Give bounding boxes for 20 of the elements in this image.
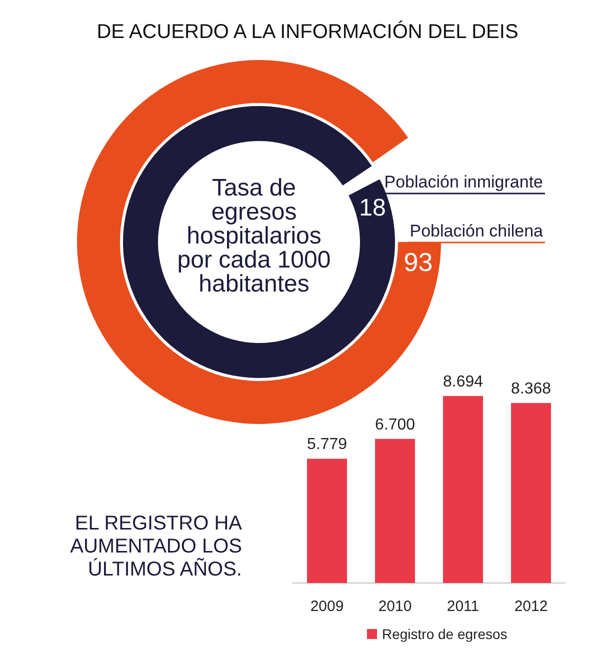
x-tick-label: 2012	[514, 598, 548, 615]
data-label: 93	[404, 247, 433, 278]
text: DE ACUERDO A LA INFORMACIÓN DEL DEIS	[96, 20, 518, 43]
data-label: 8.368	[510, 380, 552, 398]
category-label: Población chilena	[410, 222, 544, 240]
bar	[511, 403, 551, 583]
data-label: 8.694	[442, 374, 484, 390]
x-tick-label: 2009	[310, 598, 344, 615]
legend-label: Registro de egresos	[382, 626, 508, 642]
data-label: 5.779	[306, 436, 348, 454]
text: Tasa de egresos hospitalarios por cada 1000 habitantes	[177, 174, 331, 298]
x-tick-label: 2011	[446, 598, 480, 615]
bar	[375, 438, 415, 583]
data-label: 6.700	[374, 416, 416, 434]
text: EL REGISTRO HA AUMENTADO LOS ÚLTIMOS AÑOS.	[70, 512, 243, 580]
bar	[307, 458, 347, 583]
x-tick-label: 2010	[378, 598, 412, 615]
category-label: Población inmigrante	[384, 172, 543, 192]
bar	[443, 396, 483, 583]
data-label: 18	[359, 194, 386, 222]
